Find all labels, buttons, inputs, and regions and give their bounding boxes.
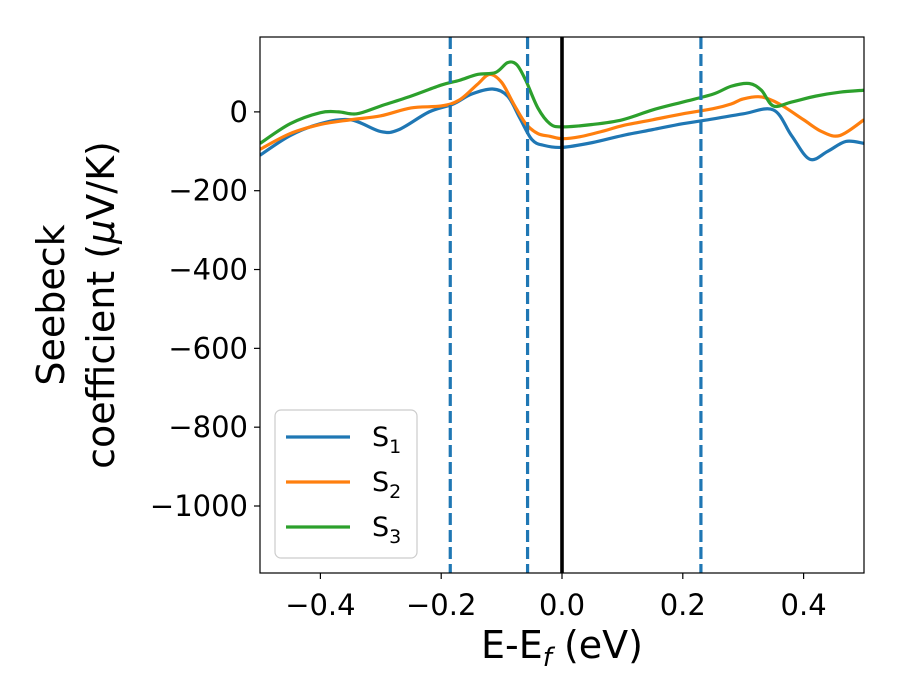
vlines-layer	[448, 37, 703, 573]
x-tick-label: 0.4	[781, 588, 827, 622]
series-layer	[260, 60, 864, 162]
x-tick-label: 0.2	[660, 588, 706, 622]
legend: S1 S2 S3	[274, 409, 418, 559]
y-tick-label: −1000	[150, 489, 248, 523]
y-tick-label: −800	[168, 410, 248, 444]
y-tick-label: −200	[168, 174, 248, 208]
y-tick-label: −400	[168, 253, 248, 287]
series-line-S3	[260, 60, 864, 145]
x-tick-label: −0.4	[285, 588, 355, 622]
y-axis-label-line2: coefficient (μV/K)	[79, 141, 123, 469]
x-tick-label: 0.0	[539, 588, 585, 622]
legend-label-S3: S3	[372, 512, 401, 548]
series-line-S1	[260, 87, 864, 162]
y-tick-label: −600	[168, 331, 248, 365]
y-tick-label: 0	[230, 95, 248, 129]
legend-label-S2: S2	[372, 467, 401, 503]
series-line-S2	[260, 72, 864, 151]
y-axis: 0 −200 −400 −600 −800 −1000	[150, 95, 260, 523]
x-tick-label: −0.2	[406, 588, 476, 622]
x-axis-label: E-Ef (eV)	[481, 623, 643, 673]
x-axis: −0.4 −0.2 0.0 0.2 0.4	[285, 573, 827, 622]
legend-box	[274, 409, 418, 559]
legend-label-S1: S1	[372, 422, 401, 458]
y-axis-label-line1: Seebeck	[29, 224, 73, 385]
